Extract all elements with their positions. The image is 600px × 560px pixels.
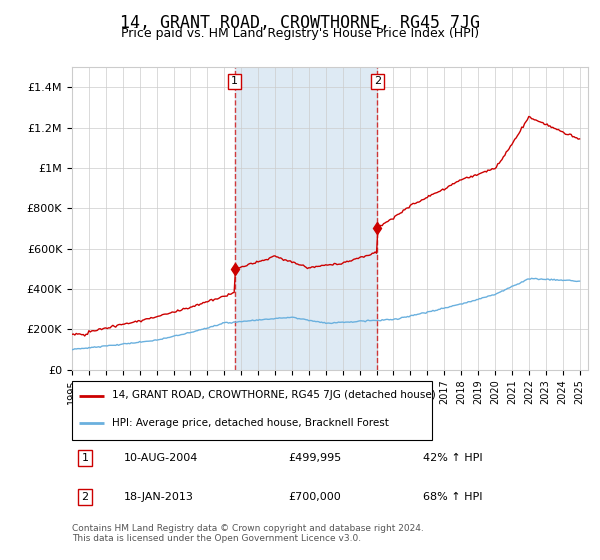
Text: 2: 2 <box>82 492 88 502</box>
Text: 68% ↑ HPI: 68% ↑ HPI <box>423 492 482 502</box>
Bar <box>235 67 377 370</box>
Text: 14, GRANT ROAD, CROWTHORNE, RG45 7JG: 14, GRANT ROAD, CROWTHORNE, RG45 7JG <box>120 14 480 32</box>
Text: £700,000: £700,000 <box>289 492 341 502</box>
Text: 1: 1 <box>231 76 238 86</box>
Text: HPI: Average price, detached house, Bracknell Forest: HPI: Average price, detached house, Brac… <box>112 418 388 428</box>
Text: 42% ↑ HPI: 42% ↑ HPI <box>423 453 482 463</box>
Text: 10-AUG-2004: 10-AUG-2004 <box>124 453 198 463</box>
Text: 18-JAN-2013: 18-JAN-2013 <box>124 492 193 502</box>
Text: 2: 2 <box>374 76 381 86</box>
Text: 14, GRANT ROAD, CROWTHORNE, RG45 7JG (detached house): 14, GRANT ROAD, CROWTHORNE, RG45 7JG (de… <box>112 390 436 400</box>
FancyBboxPatch shape <box>72 381 432 440</box>
Text: 1: 1 <box>82 453 88 463</box>
Text: £499,995: £499,995 <box>289 453 342 463</box>
Text: Price paid vs. HM Land Registry's House Price Index (HPI): Price paid vs. HM Land Registry's House … <box>121 27 479 40</box>
Text: Contains HM Land Registry data © Crown copyright and database right 2024.
This d: Contains HM Land Registry data © Crown c… <box>72 524 424 543</box>
